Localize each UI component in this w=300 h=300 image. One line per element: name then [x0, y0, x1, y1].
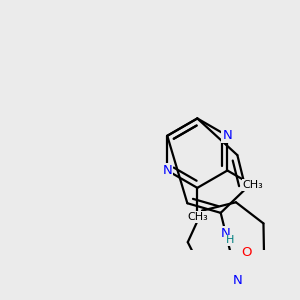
Text: N: N [223, 129, 232, 142]
Text: CH₃: CH₃ [242, 180, 263, 190]
Text: N: N [232, 274, 242, 287]
Text: H: H [226, 236, 234, 245]
Text: O: O [242, 246, 252, 260]
Text: CH₃: CH₃ [187, 212, 208, 222]
Text: N: N [221, 226, 231, 240]
Text: N: N [162, 164, 172, 177]
